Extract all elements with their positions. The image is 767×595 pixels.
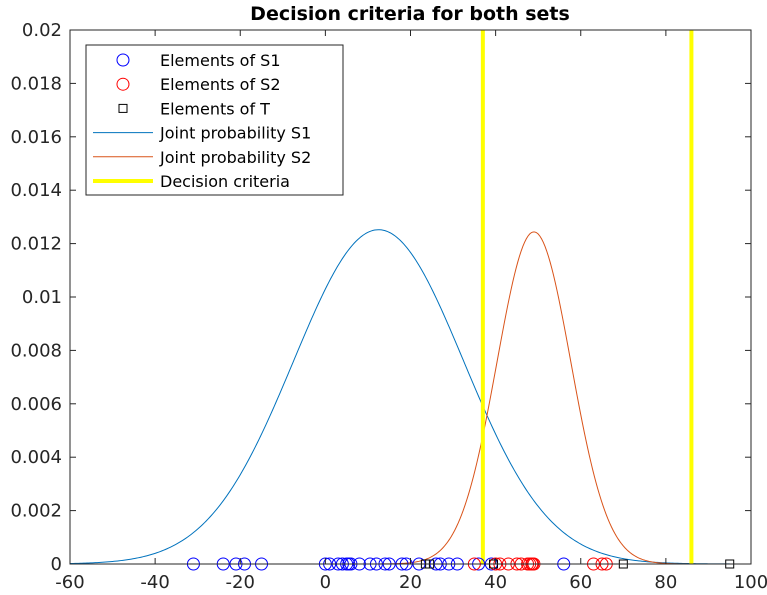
legend-label: Elements of S1 xyxy=(160,51,281,70)
x-tick-label: -60 xyxy=(55,572,84,593)
x-tick-label: 0 xyxy=(320,572,331,593)
y-tick-label: 0.002 xyxy=(10,501,62,522)
y-tick-label: 0.018 xyxy=(10,73,62,94)
legend-label: Elements of S2 xyxy=(160,75,281,94)
x-tick-label: 80 xyxy=(654,572,677,593)
joint-probability-s1-curve xyxy=(69,229,752,565)
y-tick-label: 0.012 xyxy=(10,234,62,255)
y-tick-label: 0.02 xyxy=(22,20,62,41)
legend-label: Joint probability S1 xyxy=(159,124,311,143)
y-tick-label: 0.014 xyxy=(10,180,62,201)
ticks: -60 -40 -20 0 20 40 60 80 100 0 0.002 0.004 0.006 0.0… xyxy=(10,20,767,593)
legend: Elements of S1 Elements of S2 Elements of … xyxy=(85,44,344,196)
decision-lines xyxy=(480,30,694,564)
legend-symbol xyxy=(118,103,128,113)
y-tick-label: 0.008 xyxy=(10,340,62,361)
y-tick-label: 0.006 xyxy=(10,394,62,415)
chart-title: Decision criteria for both sets xyxy=(250,3,570,25)
legend-symbol xyxy=(116,77,130,91)
legend-box xyxy=(85,44,344,196)
x-tick-label: -20 xyxy=(226,572,255,593)
y-tick-label: 0 xyxy=(51,554,62,575)
legend-label: Decision criteria xyxy=(160,172,290,191)
x-tick-label: 40 xyxy=(484,572,507,593)
x-tick-label: 20 xyxy=(399,572,422,593)
y-tick-label: 0.01 xyxy=(22,287,62,308)
legend-label: Joint probability S2 xyxy=(159,148,311,167)
x-tick-label: 60 xyxy=(569,572,592,593)
legend-label: Elements of T xyxy=(160,99,270,118)
legend-symbol xyxy=(116,53,130,67)
y-tick-label: 0.004 xyxy=(10,447,62,468)
y-tick-label: 0.016 xyxy=(10,127,62,148)
x-tick-label: -40 xyxy=(140,572,169,593)
x-tick-label: 100 xyxy=(734,572,767,593)
